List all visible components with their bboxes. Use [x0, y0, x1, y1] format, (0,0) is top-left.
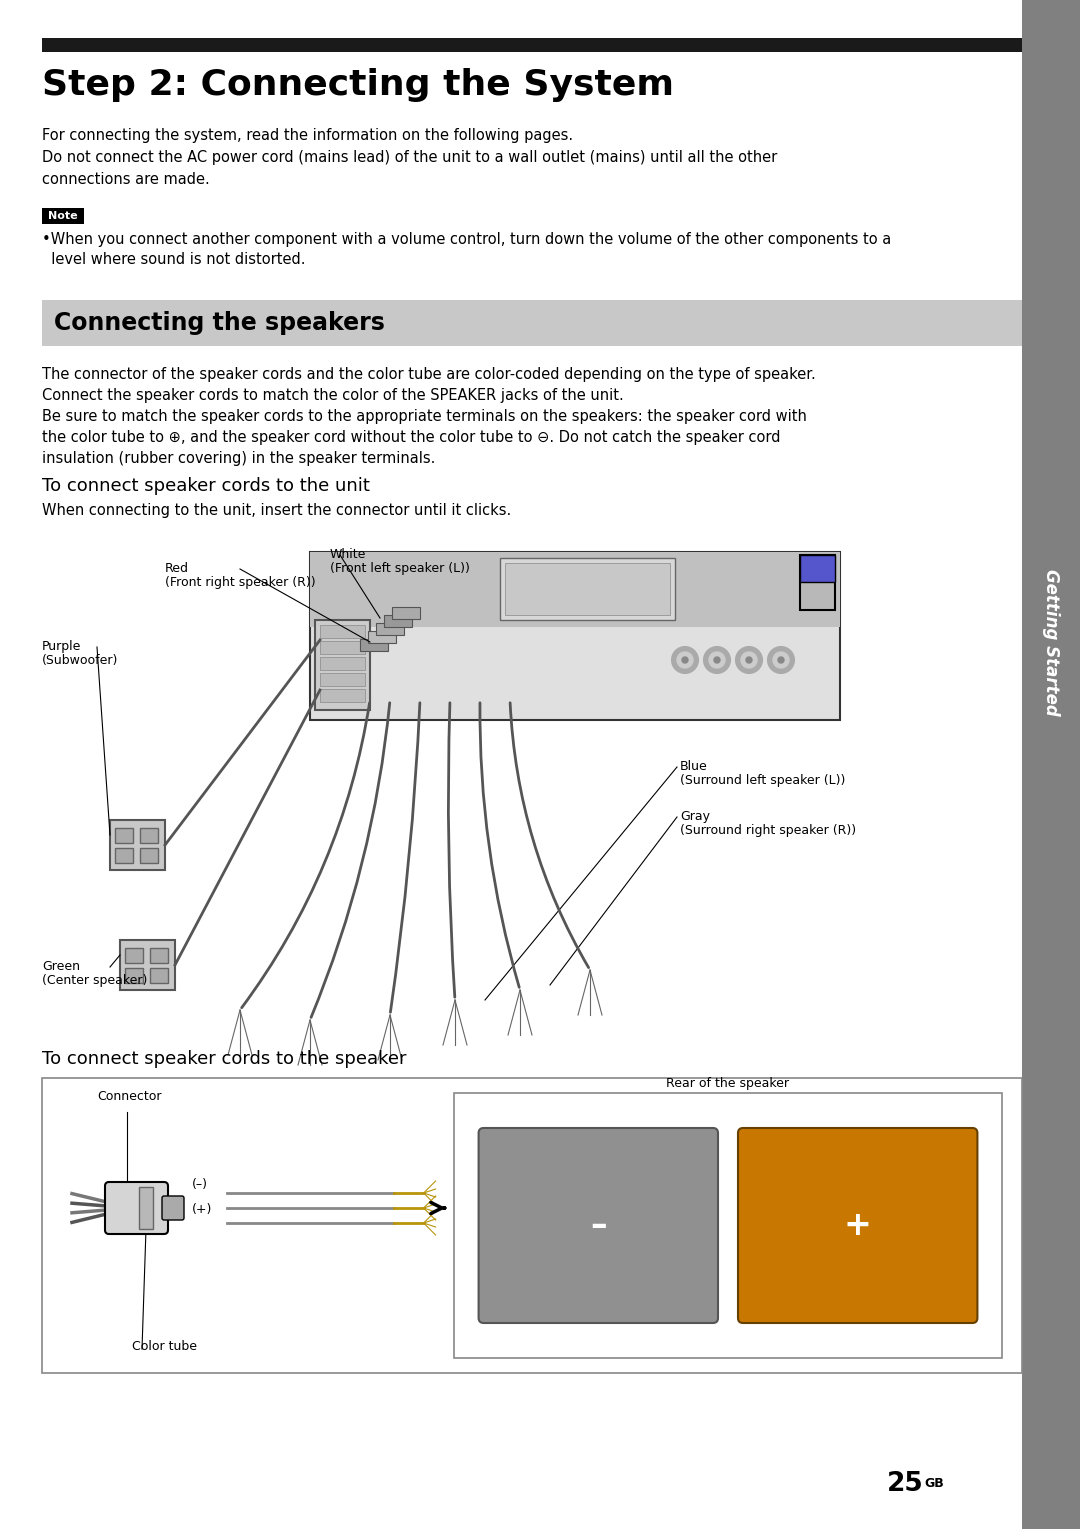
Text: Gray: Gray	[680, 810, 710, 823]
Bar	[42, 1078, 1022, 1373]
FancyBboxPatch shape	[105, 1182, 168, 1234]
Text: Connector: Connector	[97, 1090, 162, 1102]
Text: When connecting to the unit, insert the connector until it clicks.: When connecting to the unit, insert the …	[42, 503, 511, 518]
FancyBboxPatch shape	[738, 1128, 977, 1323]
Bar	[800, 555, 835, 610]
Bar	[454, 1093, 1002, 1358]
Text: To connect speaker cords to the speaker: To connect speaker cords to the speaker	[42, 1050, 406, 1067]
Bar	[150, 948, 168, 963]
Text: connections are made.: connections are made.	[42, 171, 210, 187]
Bar	[320, 657, 365, 670]
Bar	[0, 0, 1022, 38]
Text: level where sound is not distorted.: level where sound is not distorted.	[42, 252, 306, 268]
Bar	[320, 690, 365, 702]
Circle shape	[746, 657, 752, 664]
Text: Do not connect the AC power cord (mains lead) of the unit to a wall outlet (main: Do not connect the AC power cord (mains …	[42, 150, 778, 165]
Bar	[114, 829, 133, 842]
Bar	[376, 622, 404, 635]
Text: (+): (+)	[192, 1203, 213, 1216]
Text: The connector of the speaker cords and the color tube are color-coded depending : The connector of the speaker cords and t…	[42, 367, 815, 382]
Bar	[360, 639, 388, 651]
Text: Blue: Blue	[680, 760, 707, 774]
Bar	[42, 208, 84, 225]
Text: GB: GB	[924, 1477, 944, 1489]
Bar	[42, 38, 1022, 52]
Text: (Subwoofer): (Subwoofer)	[42, 654, 119, 667]
Polygon shape	[310, 552, 840, 627]
Text: Color tube: Color tube	[132, 1339, 197, 1353]
Bar	[110, 820, 165, 870]
Text: White: White	[330, 547, 366, 561]
Bar	[320, 641, 365, 654]
Circle shape	[735, 647, 762, 673]
Circle shape	[677, 651, 693, 668]
Text: Connecting the speakers: Connecting the speakers	[54, 310, 384, 335]
Circle shape	[681, 657, 688, 664]
Bar	[320, 625, 365, 638]
Bar	[140, 849, 158, 862]
Text: the color tube to ⊕, and the speaker cord without the color tube to ⊖. Do not ca: the color tube to ⊕, and the speaker cor…	[42, 430, 781, 445]
Bar	[384, 615, 411, 627]
Bar	[120, 940, 175, 989]
Bar	[1022, 0, 1080, 1529]
Text: –: –	[590, 1209, 607, 1242]
Bar	[800, 555, 835, 583]
Bar	[315, 619, 370, 709]
Text: 25: 25	[888, 1471, 924, 1497]
Text: Purple: Purple	[42, 641, 81, 653]
Circle shape	[778, 657, 784, 664]
Text: •When you connect another component with a volume control, turn down the volume : •When you connect another component with…	[42, 232, 891, 248]
Text: (Surround right speaker (R)): (Surround right speaker (R))	[680, 824, 856, 836]
Bar	[500, 558, 675, 619]
Text: Red: Red	[165, 563, 189, 575]
Circle shape	[768, 647, 794, 673]
Text: (Surround left speaker (L)): (Surround left speaker (L))	[680, 774, 846, 787]
Text: Getting Started: Getting Started	[1042, 569, 1059, 716]
Text: Be sure to match the speaker cords to the appropriate terminals on the speakers:: Be sure to match the speaker cords to th…	[42, 408, 807, 424]
Circle shape	[704, 647, 730, 673]
Bar	[320, 673, 365, 687]
Bar	[505, 563, 670, 615]
Text: (Center speaker): (Center speaker)	[42, 974, 147, 988]
Text: Note: Note	[49, 211, 78, 222]
Circle shape	[708, 651, 725, 668]
Text: For connecting the system, read the information on the following pages.: For connecting the system, read the info…	[42, 128, 573, 144]
Text: Connect the speaker cords to match the color of the SPEAKER jacks of the unit.: Connect the speaker cords to match the c…	[42, 388, 624, 404]
Text: Rear of the speaker: Rear of the speaker	[666, 1076, 789, 1090]
Polygon shape	[310, 552, 840, 720]
Text: Green: Green	[42, 960, 80, 972]
Bar	[114, 849, 133, 862]
Text: (Front left speaker (L)): (Front left speaker (L))	[330, 563, 470, 575]
Bar	[125, 968, 143, 983]
Bar	[125, 948, 143, 963]
Text: To connect speaker cords to the unit: To connect speaker cords to the unit	[42, 477, 369, 495]
FancyBboxPatch shape	[162, 1196, 184, 1220]
Circle shape	[714, 657, 720, 664]
Bar	[392, 607, 420, 619]
Bar	[139, 1187, 153, 1229]
Circle shape	[773, 651, 789, 668]
Text: (Front right speaker (R)): (Front right speaker (R))	[165, 576, 315, 589]
Circle shape	[672, 647, 698, 673]
Bar	[150, 968, 168, 983]
Text: (–): (–)	[192, 1177, 208, 1191]
Bar	[368, 631, 396, 644]
FancyBboxPatch shape	[478, 1128, 718, 1323]
Text: +: +	[843, 1209, 872, 1242]
Circle shape	[741, 651, 757, 668]
Bar	[42, 300, 1022, 346]
Text: insulation (rubber covering) in the speaker terminals.: insulation (rubber covering) in the spea…	[42, 451, 435, 466]
Bar	[140, 829, 158, 842]
Text: Step 2: Connecting the System: Step 2: Connecting the System	[42, 67, 674, 102]
